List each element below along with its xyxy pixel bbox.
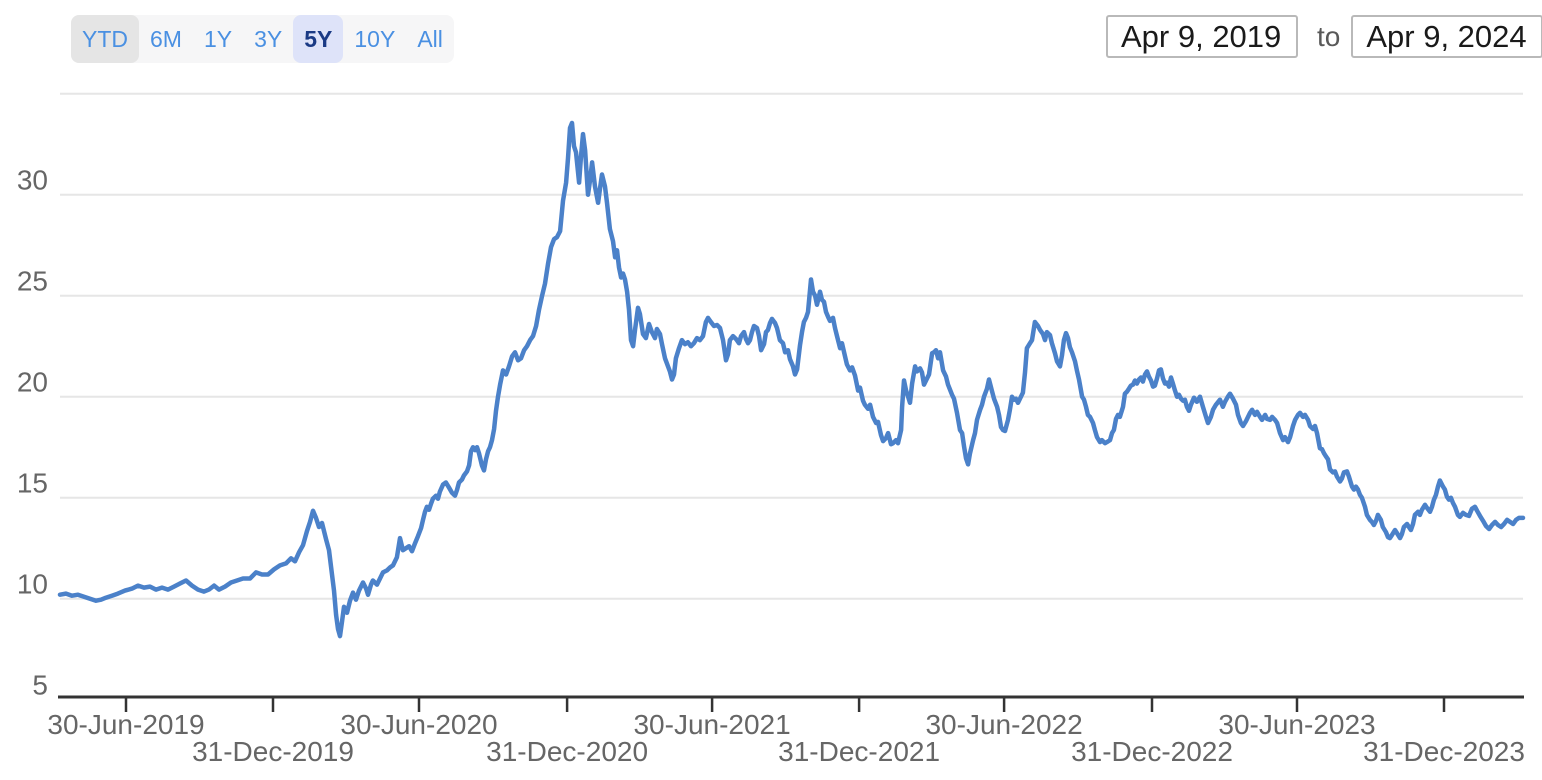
x-axis-label-31-Dec-2019: 31-Dec-2019 [192, 736, 354, 767]
date-range-picker: to [1106, 15, 1542, 58]
x-axis-label-31-Dec-2022: 31-Dec-2022 [1071, 736, 1233, 767]
x-axis-label-30-Jun-2020: 30-Jun-2020 [340, 709, 497, 740]
y-axis-label-30: 30 [17, 165, 48, 196]
x-axis-label-31-Dec-2020: 31-Dec-2020 [486, 736, 648, 767]
range-button-6m[interactable]: 6M [139, 15, 193, 63]
x-axis-label-30-Jun-2023: 30-Jun-2023 [1218, 709, 1375, 740]
range-button-all[interactable]: All [406, 15, 454, 63]
range-button-10y[interactable]: 10Y [343, 15, 406, 63]
range-button-3y[interactable]: 3Y [243, 15, 293, 63]
x-axis-label-30-Jun-2022: 30-Jun-2022 [925, 709, 1082, 740]
price-line-series [57, 120, 1526, 639]
y-axis-label-20: 20 [17, 367, 48, 398]
range-button-group: YTD 6M 1Y 3Y 5Y 10Y All [71, 15, 454, 63]
range-button-5y[interactable]: 5Y [293, 15, 344, 63]
x-axis-label-31-Dec-2023: 31-Dec-2023 [1363, 736, 1525, 767]
date-to-input[interactable] [1351, 15, 1542, 58]
y-axis-label-15: 15 [17, 468, 48, 499]
x-axis-label-30-Jun-2019: 30-Jun-2019 [47, 709, 204, 740]
x-axis-label-31-Dec-2021: 31-Dec-2021 [778, 736, 940, 767]
date-from-input[interactable] [1106, 15, 1298, 58]
y-axis-label-10: 10 [17, 569, 48, 600]
x-axis-label-30-Jun-2021: 30-Jun-2021 [633, 709, 790, 740]
y-axis-label-25: 25 [17, 266, 48, 297]
range-button-1y[interactable]: 1Y [193, 15, 243, 63]
date-range-to-label: to [1317, 20, 1341, 52]
y-axis-label-5: 5 [32, 670, 48, 701]
range-button-ytd[interactable]: YTD [71, 15, 139, 63]
